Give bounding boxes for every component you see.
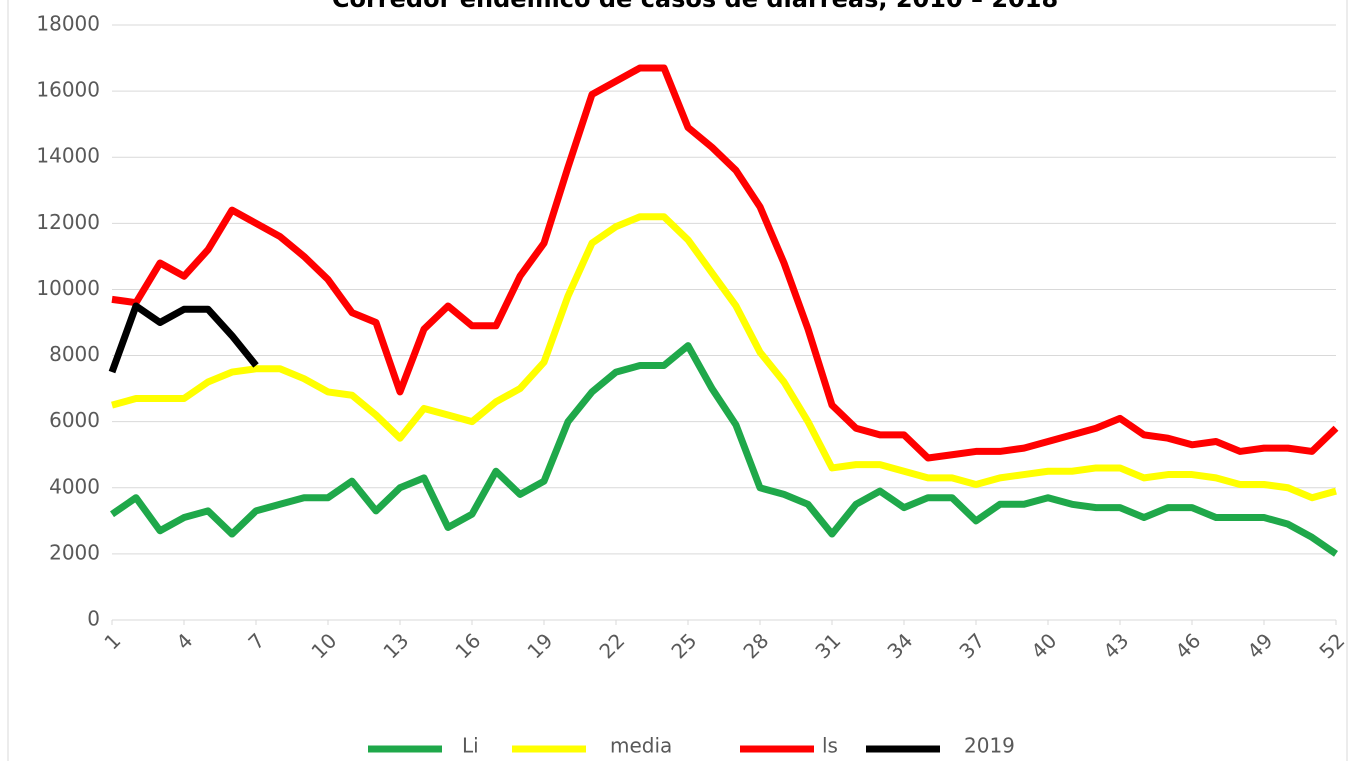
x-tick-label: 40 [1026,628,1061,663]
y-tick-label: 18000 [36,12,100,36]
y-tick-label: 6000 [49,408,100,432]
legend-label: ls [822,734,838,758]
legend-label: Li [462,734,479,758]
y-tick-label: 14000 [36,144,100,168]
y-tick-label: 8000 [49,342,100,366]
series-line [111,64,1339,462]
series-line [108,302,259,374]
y-tick-label: 10000 [36,276,100,300]
x-tick-label: 28 [738,628,773,663]
x-tick-label: 13 [378,628,413,663]
y-tick-label: 12000 [36,210,100,234]
x-tick-label: 52 [1314,628,1349,663]
x-tick-label: 49 [1242,628,1277,663]
x-tick-label: 19 [522,628,557,663]
legend-label: media [610,734,672,758]
x-tick-label: 10 [306,628,341,663]
x-tick-label: 22 [594,628,629,663]
x-tick-label: 31 [810,628,845,663]
x-tick-label: 1 [99,628,125,654]
x-tick-label: 25 [666,628,701,663]
legend-label: 2019 [964,734,1015,758]
y-tick-label: 4000 [49,474,100,498]
x-tick-label: 43 [1098,628,1133,663]
chart-frame [7,0,1348,761]
y-tick-label: 16000 [36,78,100,102]
x-tick-label: 4 [171,628,197,654]
x-tick-label: 37 [954,628,989,663]
x-tick-label: 46 [1170,628,1205,663]
x-tick-label: 7 [243,628,269,654]
x-tick-label: 34 [882,628,917,663]
series-line [110,342,1338,557]
series-line [111,213,1337,502]
y-tick-label: 2000 [49,540,100,564]
x-tick-label: 16 [450,628,485,663]
chart-title: Corredor endémico de casos de diarreas, … [332,0,1058,13]
y-tick-label: 0 [87,607,100,631]
